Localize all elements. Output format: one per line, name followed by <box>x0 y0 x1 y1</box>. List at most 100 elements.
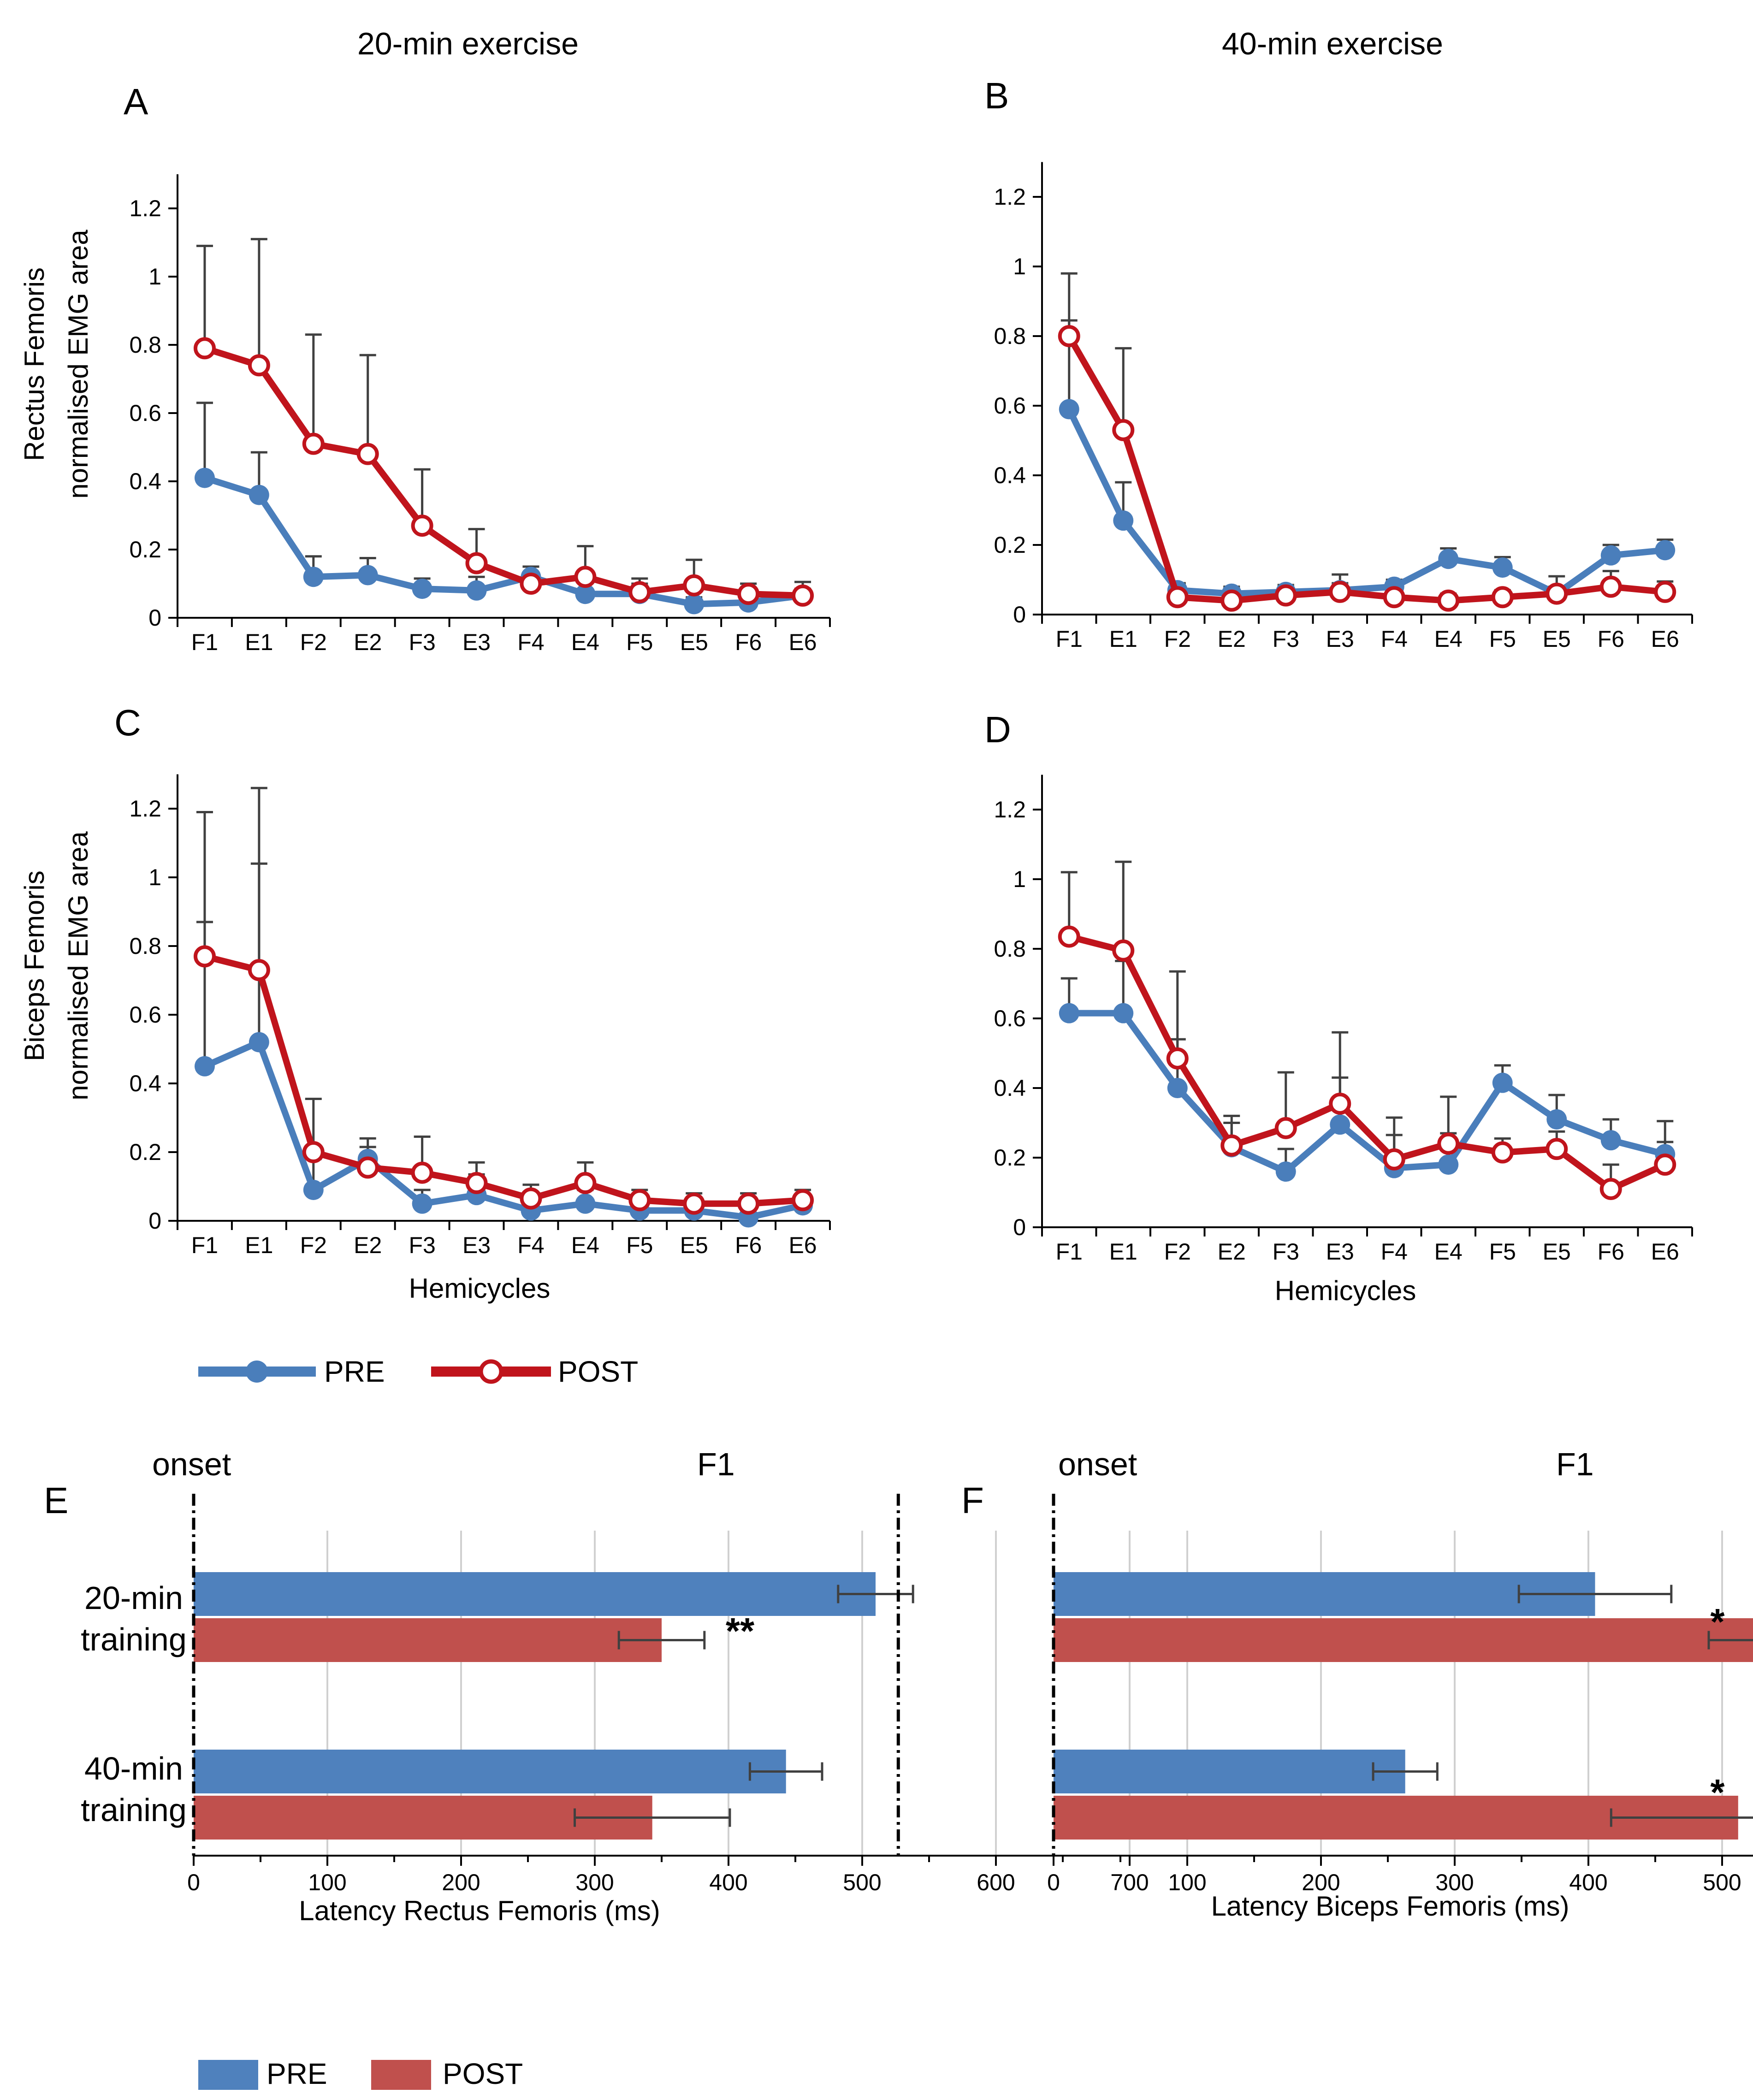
data-point-pre <box>249 485 269 505</box>
y-tick-label-a: 1.2 <box>129 195 161 221</box>
data-point-post <box>1220 1134 1243 1157</box>
legend-post-label: POST <box>558 1355 638 1388</box>
bar-pre <box>194 1572 876 1616</box>
xlabel-hemicycles-c: Hemicycles <box>409 1273 551 1304</box>
legend-post-marker <box>479 1359 503 1384</box>
x-tick-label-e: 100 <box>308 1869 346 1895</box>
x-tick-label-b: F3 <box>1273 626 1299 652</box>
x-tick-label-e: 300 <box>575 1869 614 1895</box>
data-point-post <box>356 1156 379 1179</box>
data-point-pre <box>1330 1114 1350 1135</box>
ylabel-rf-line1: Rectus Femoris <box>19 267 50 461</box>
y-tick-label-c: 0 <box>148 1208 161 1234</box>
data-point-pre <box>194 1056 215 1077</box>
y-tick-label-b: 0.6 <box>994 393 1026 419</box>
x-tick-label-a: E6 <box>788 629 817 655</box>
legend-pre-label: PRE <box>324 1355 385 1388</box>
data-point-post <box>1383 586 1405 609</box>
x-tick-label-d: E3 <box>1326 1239 1354 1265</box>
series-line-post <box>204 953 803 1207</box>
data-point-post <box>193 337 216 360</box>
x-tick-label-a: F5 <box>626 629 653 655</box>
data-point-pre <box>1492 1072 1513 1093</box>
y-tick-label-b: 0.4 <box>994 462 1026 488</box>
data-point-pre <box>1438 549 1459 569</box>
data-point-pre <box>1438 1154 1459 1175</box>
group-label-line2: training <box>81 1621 187 1657</box>
data-point-pre <box>1600 545 1621 566</box>
x-tick-label-c: E1 <box>245 1232 273 1258</box>
significance-marker: ** <box>726 1610 755 1651</box>
x-tick-label-c: F4 <box>517 1232 544 1258</box>
series-line-pre <box>1066 408 1665 597</box>
x-tick-label-a: F4 <box>517 629 544 655</box>
ylabel-rectus-femoris: Rectus Femoris normalised EMG area <box>19 230 94 499</box>
x-tick-label-c: E3 <box>462 1232 491 1258</box>
y-tick-label-c: 0.8 <box>129 933 161 959</box>
data-point-pre <box>1059 399 1079 420</box>
data-point-post <box>1329 1092 1351 1115</box>
legend-post-swatch <box>371 2060 431 2090</box>
data-point-post <box>1058 925 1080 948</box>
legend-post-bar-label: POST <box>443 2057 523 2090</box>
y-tick-label-d: 0.4 <box>994 1075 1026 1101</box>
data-point-post <box>1599 575 1622 598</box>
x-tick-label-d: F1 <box>1056 1239 1083 1265</box>
y-tick-label-c: 1 <box>148 864 161 890</box>
data-point-pre <box>684 594 705 615</box>
data-point-post <box>1166 586 1189 609</box>
x-tick-label-c: F6 <box>735 1232 762 1258</box>
x-tick-label-e: 600 <box>977 1869 1015 1895</box>
x-tick-label-b: E5 <box>1543 626 1571 652</box>
data-point-pre <box>466 580 487 601</box>
data-point-post <box>1437 1132 1460 1155</box>
x-tick-label-d: F6 <box>1598 1239 1624 1265</box>
data-point-post <box>411 1161 433 1184</box>
x-tick-label-d: E1 <box>1109 1239 1137 1265</box>
legend-pre-bar-label: PRE <box>267 2057 327 2090</box>
chart-panel-e: 0 100 200 300 400 500 600 700 ** 20-min training 40… <box>81 1446 1149 1926</box>
data-point-pre <box>1059 1003 1079 1023</box>
bar-post <box>1054 1618 1753 1662</box>
x-tick-label-f: 100 <box>1168 1869 1206 1895</box>
data-point-post <box>520 1187 542 1210</box>
data-point-pre <box>194 467 215 488</box>
data-point-post <box>356 443 379 465</box>
x-tick-label-c: F3 <box>409 1232 435 1258</box>
x-tick-label-d: E4 <box>1434 1239 1463 1265</box>
x-tick-label-b: E1 <box>1109 626 1137 652</box>
y-tick-label-d: 0.8 <box>994 936 1026 962</box>
x-tick-label-f: 300 <box>1435 1869 1474 1895</box>
x-tick-label-f: 500 <box>1703 1869 1741 1895</box>
x-tick-label-c: E5 <box>680 1232 708 1258</box>
data-point-post <box>1491 1141 1514 1164</box>
bar-legend: PRE POST <box>198 2057 523 2090</box>
panel-letter-f: F <box>961 1480 984 1521</box>
x-tick-label-d: E6 <box>1651 1239 1679 1265</box>
data-point-post <box>302 432 325 455</box>
x-tick-label-d: E5 <box>1543 1239 1571 1265</box>
data-point-pre <box>1655 540 1676 561</box>
x-tick-label-b: F2 <box>1164 626 1191 652</box>
data-point-pre <box>303 1179 324 1200</box>
data-point-pre <box>575 1193 596 1214</box>
data-point-post <box>1546 1138 1568 1160</box>
x-axis-title-e: Latency Rectus Femoris (ms) <box>299 1895 660 1926</box>
y-tick-label-a: 0.8 <box>129 332 161 358</box>
data-point-post <box>1112 419 1135 441</box>
data-point-post <box>628 1189 651 1212</box>
f1-label-e: F1 <box>697 1446 735 1482</box>
series-line-pre <box>1069 1010 1666 1175</box>
y-tick-label-a: 0.6 <box>129 400 161 426</box>
x-tick-label-a: F6 <box>735 629 762 655</box>
panel-letter-c: C <box>114 702 141 743</box>
x-tick-label-d: F3 <box>1273 1239 1299 1265</box>
column-title-40min: 40-min exercise <box>1222 26 1443 61</box>
data-point-post <box>1329 580 1351 603</box>
data-point-pre <box>1113 510 1134 531</box>
x-tick-label-f: 400 <box>1569 1869 1607 1895</box>
y-tick-label-d: 1.2 <box>994 797 1026 822</box>
data-point-pre <box>1492 557 1513 578</box>
data-point-post <box>1383 1148 1405 1171</box>
